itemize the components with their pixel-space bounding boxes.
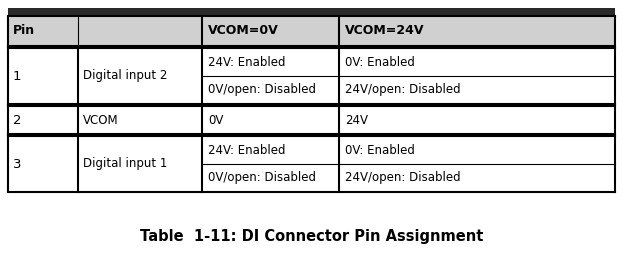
- Text: 24V: 24V: [345, 113, 368, 127]
- Text: 24V: Enabled: 24V: Enabled: [208, 143, 286, 157]
- Text: 0V: Enabled: 0V: Enabled: [345, 56, 415, 69]
- Text: 0V/open: Disabled: 0V/open: Disabled: [208, 83, 316, 96]
- Bar: [8, 8, 615, 16]
- Text: 24V/open: Disabled: 24V/open: Disabled: [345, 171, 460, 184]
- Text: VCOM=0V: VCOM=0V: [208, 25, 279, 38]
- Text: 2: 2: [13, 113, 22, 127]
- Text: Table  1-11: DI Connector Pin Assignment: Table 1-11: DI Connector Pin Assignment: [140, 228, 483, 244]
- Text: VCOM: VCOM: [83, 113, 118, 127]
- Text: Digital input 2: Digital input 2: [83, 69, 167, 83]
- Text: Pin: Pin: [13, 25, 35, 38]
- Text: VCOM=24V: VCOM=24V: [345, 25, 424, 38]
- Text: 0V: Enabled: 0V: Enabled: [345, 143, 415, 157]
- Text: 3: 3: [13, 157, 22, 170]
- Text: 24V: Enabled: 24V: Enabled: [208, 56, 286, 69]
- Text: 0V/open: Disabled: 0V/open: Disabled: [208, 171, 316, 184]
- Text: Digital input 1: Digital input 1: [83, 157, 167, 170]
- Text: 0V: 0V: [208, 113, 224, 127]
- Text: 1: 1: [13, 69, 22, 83]
- Text: 24V/open: Disabled: 24V/open: Disabled: [345, 83, 460, 96]
- Bar: [8, 16, 615, 46]
